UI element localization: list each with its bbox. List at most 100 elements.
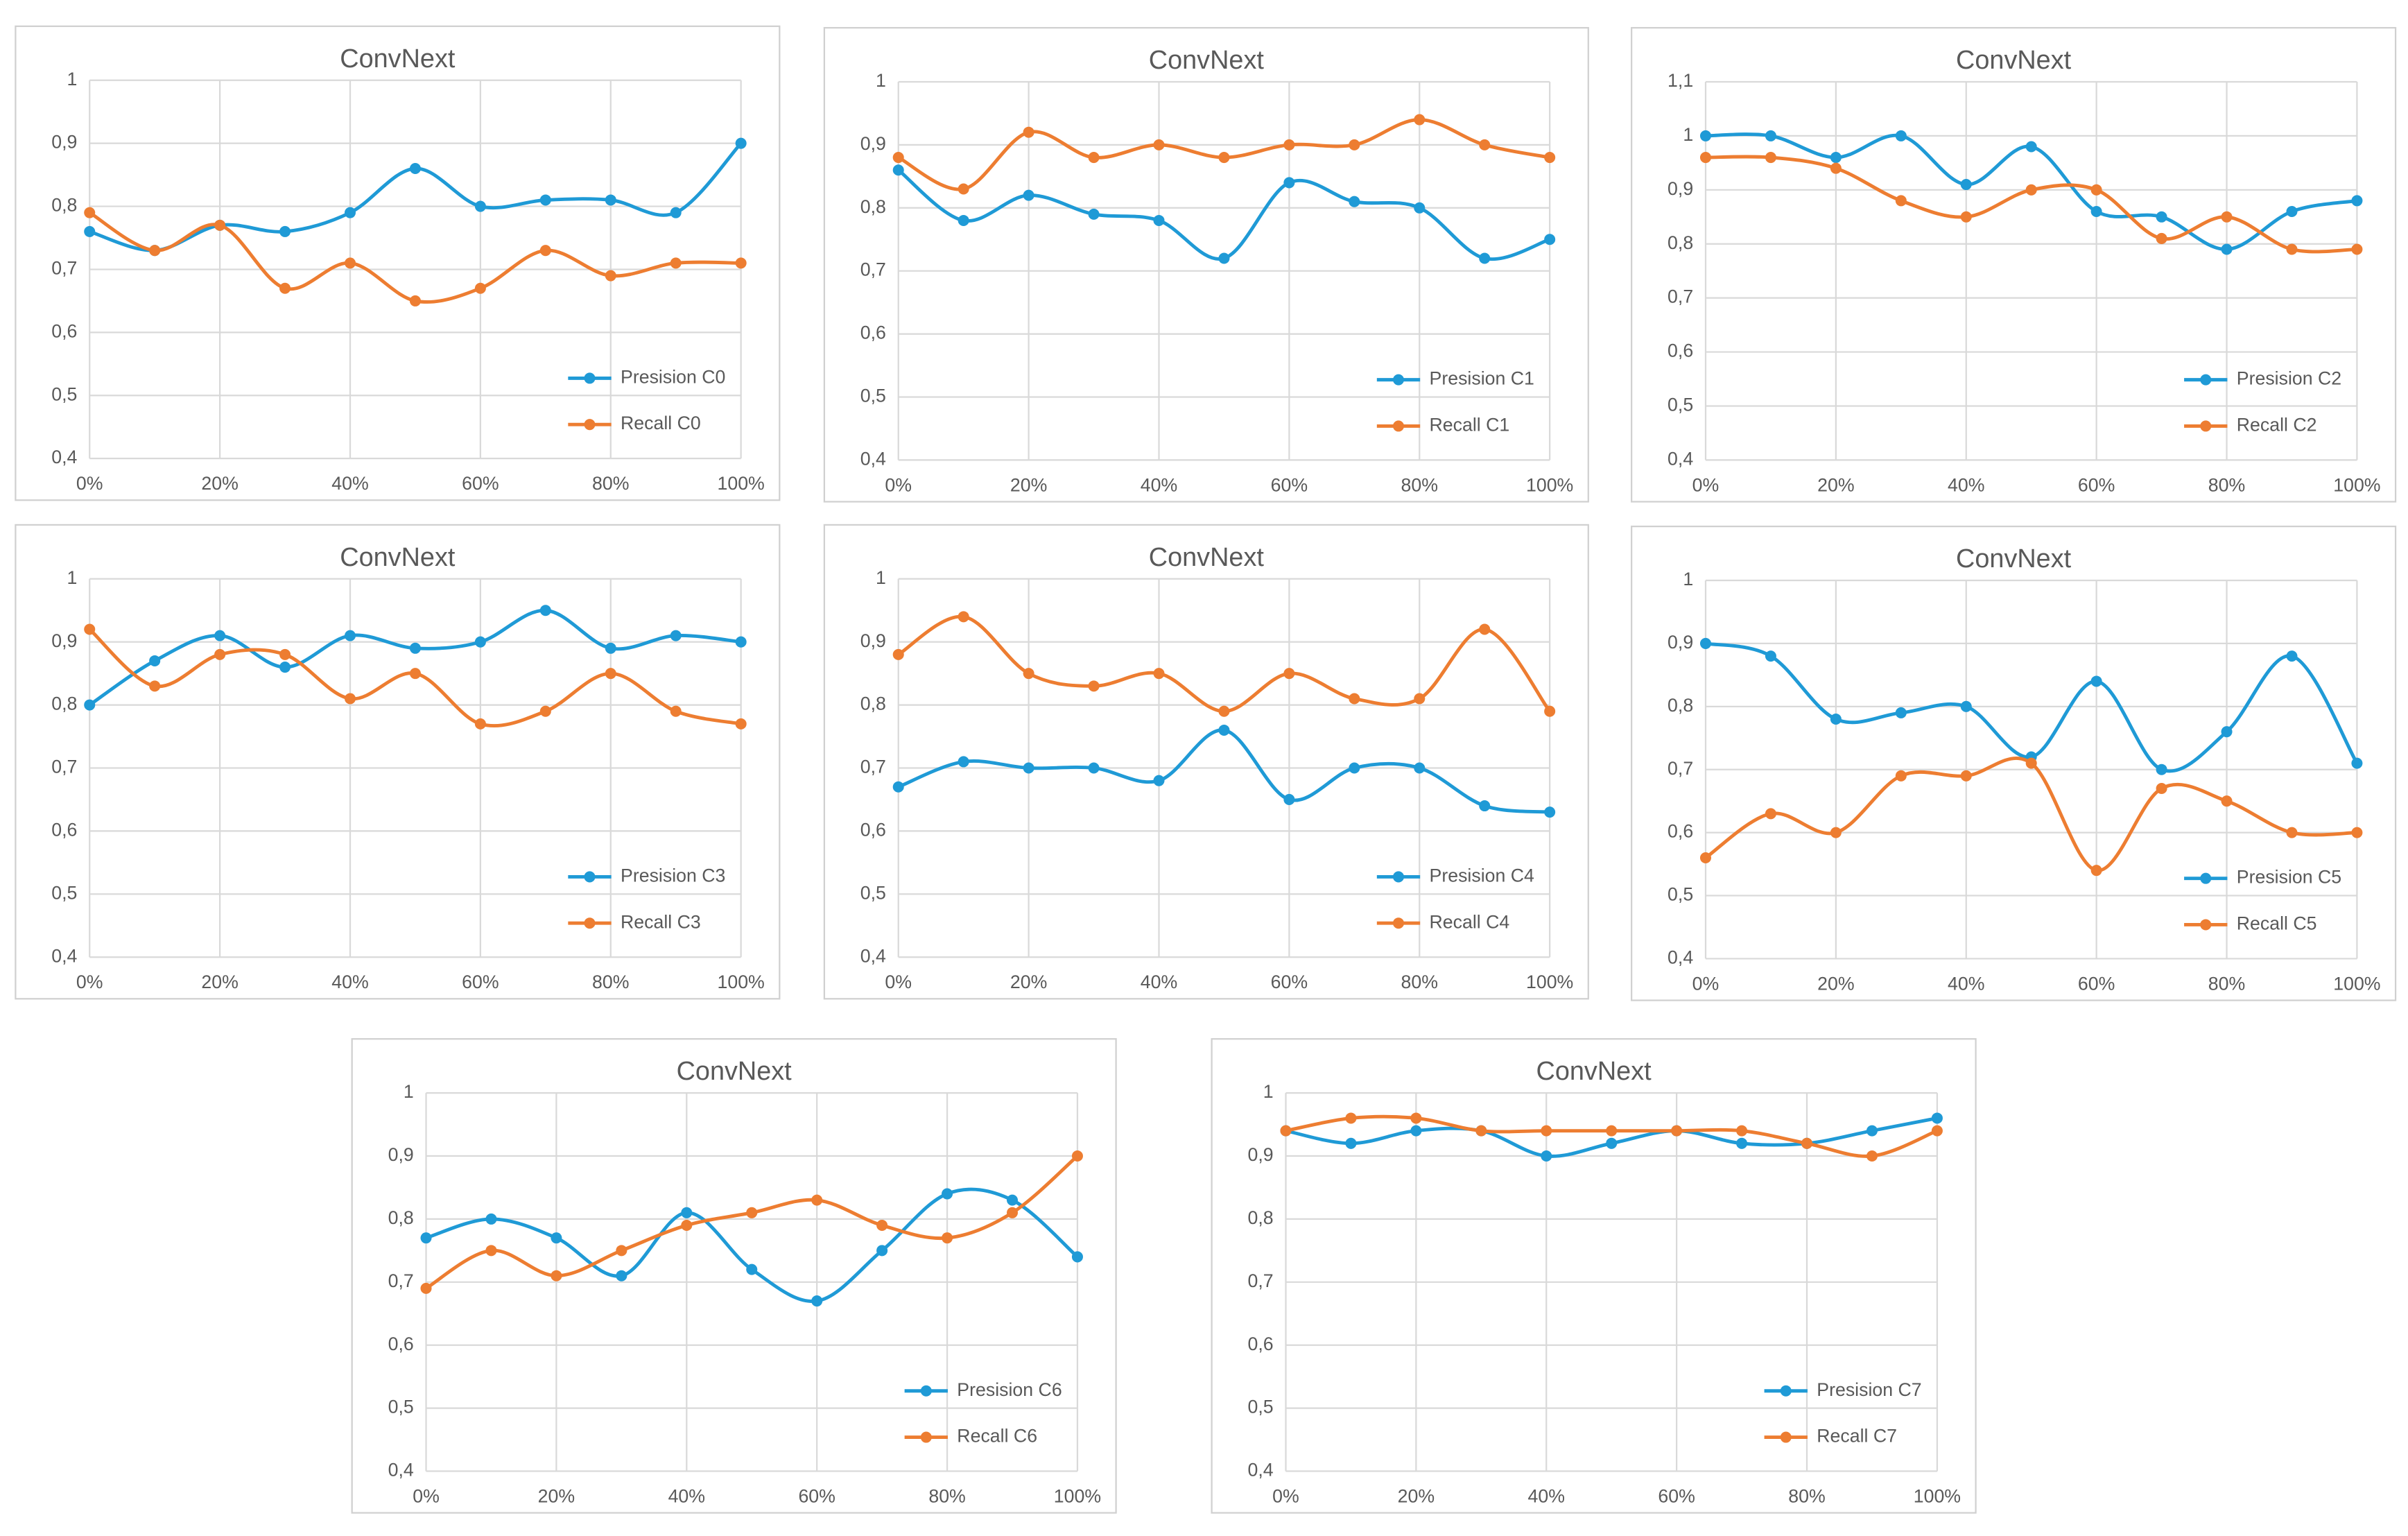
data-point	[1479, 800, 1491, 812]
legend-label: Recall C2	[2237, 414, 2317, 435]
data-point	[1606, 1125, 1618, 1137]
data-point	[616, 1245, 627, 1257]
data-point	[2090, 205, 2102, 217]
y-tick-label: 0,6	[860, 322, 886, 343]
y-tick-label: 0,8	[1248, 1207, 1274, 1228]
chart-title: ConvNext	[1149, 543, 1265, 572]
panel-border	[15, 25, 781, 501]
y-tick-label: 0,5	[51, 383, 77, 404]
x-tick-label: 80%	[2208, 474, 2245, 495]
y-tick-label: 0,8	[1668, 232, 1693, 253]
data-point	[605, 270, 616, 282]
legend-label: Recall C6	[957, 1426, 1037, 1447]
data-point	[735, 257, 747, 269]
x-tick-label: 40%	[668, 1485, 705, 1506]
x-tick-label: 100%	[1526, 474, 1573, 495]
data-point	[84, 623, 96, 635]
y-tick-label: 0,6	[388, 1334, 414, 1354]
legend-marker	[584, 419, 596, 431]
x-tick-label: 20%	[201, 473, 238, 494]
data-point	[1218, 724, 1230, 736]
chart-panel: ConvNext 0,4 0,5 0,6 0,7 0,8 0,9 1 0% 20% 40% 60% 80…	[823, 26, 1589, 503]
data-point	[1479, 139, 1491, 150]
legend-label: Presision C0	[621, 366, 725, 387]
x-tick-label: 40%	[331, 972, 368, 992]
legend-marker	[920, 1431, 932, 1443]
legend-marker	[2200, 374, 2212, 386]
data-point	[1153, 139, 1165, 150]
y-tick-label: 0,7	[860, 757, 886, 777]
data-point	[1866, 1125, 1878, 1137]
data-point	[1283, 177, 1295, 189]
legend-label: Presision C7	[1817, 1379, 1921, 1400]
x-tick-label: 40%	[1948, 474, 1984, 495]
data-point	[539, 605, 551, 616]
data-point	[1765, 650, 1776, 662]
y-tick-label: 0,5	[388, 1397, 414, 1417]
legend-marker	[1780, 1431, 1792, 1443]
y-tick-label: 1	[1263, 1081, 1274, 1102]
data-point	[409, 295, 421, 307]
data-point	[2090, 184, 2102, 196]
data-point	[1544, 152, 1556, 164]
y-tick-label: 0,4	[860, 945, 886, 966]
data-point	[279, 662, 291, 673]
data-point	[2286, 243, 2298, 255]
data-point	[474, 718, 486, 730]
data-point	[1218, 252, 1230, 264]
data-point	[1088, 762, 1100, 774]
x-tick-label: 100%	[1054, 1485, 1101, 1506]
data-point	[958, 183, 969, 195]
x-tick-label: 0%	[76, 972, 103, 992]
x-tick-label: 0%	[1272, 1485, 1299, 1506]
data-point	[605, 668, 616, 680]
data-point	[279, 282, 291, 294]
data-point	[1007, 1207, 1019, 1218]
data-point	[1023, 668, 1034, 680]
x-tick-label: 100%	[718, 473, 765, 494]
data-point	[2221, 243, 2233, 255]
x-tick-label: 100%	[2333, 474, 2380, 495]
data-point	[2025, 184, 2037, 196]
x-tick-label: 60%	[1658, 1485, 1695, 1506]
series-line	[88, 211, 741, 304]
x-tick-label: 20%	[538, 1485, 575, 1506]
data-point	[2221, 211, 2233, 223]
data-point	[214, 219, 226, 231]
y-tick-label: 0,8	[860, 196, 886, 217]
data-point	[1410, 1112, 1422, 1124]
data-point	[1153, 214, 1165, 226]
x-tick-label: 20%	[1010, 972, 1047, 992]
legend-label: Recall C0	[621, 413, 701, 433]
data-point	[539, 194, 551, 206]
x-tick-label: 60%	[1271, 972, 1308, 992]
data-point	[539, 705, 551, 717]
data-point	[1736, 1137, 1748, 1149]
data-point	[892, 648, 904, 660]
data-point	[149, 655, 161, 666]
x-tick-label: 60%	[2078, 973, 2115, 994]
data-point	[1280, 1125, 1292, 1137]
data-point	[892, 781, 904, 793]
x-tick-label: 60%	[1271, 474, 1308, 495]
data-point	[1007, 1194, 1019, 1206]
y-tick-label: 0,4	[1668, 947, 1693, 967]
y-tick-label: 0,5	[860, 386, 886, 406]
panel-border	[1211, 1038, 1977, 1514]
data-point	[1544, 806, 1556, 818]
legend-label: Recall C4	[1430, 911, 1510, 932]
y-tick-label: 0,7	[1668, 758, 1693, 779]
x-tick-label: 80%	[1401, 474, 1438, 495]
y-tick-label: 0,9	[51, 132, 77, 153]
data-point	[84, 225, 96, 237]
y-tick-label: 0,4	[388, 1460, 414, 1481]
data-point	[735, 137, 747, 149]
data-point	[1349, 139, 1360, 150]
y-tick-label: 0,6	[1248, 1334, 1274, 1354]
x-tick-label: 20%	[201, 972, 238, 992]
legend-marker	[1392, 917, 1405, 929]
data-point	[1830, 713, 1842, 725]
data-point	[1023, 189, 1034, 201]
legend-label: Presision C4	[1430, 865, 1535, 886]
data-point	[681, 1219, 693, 1232]
